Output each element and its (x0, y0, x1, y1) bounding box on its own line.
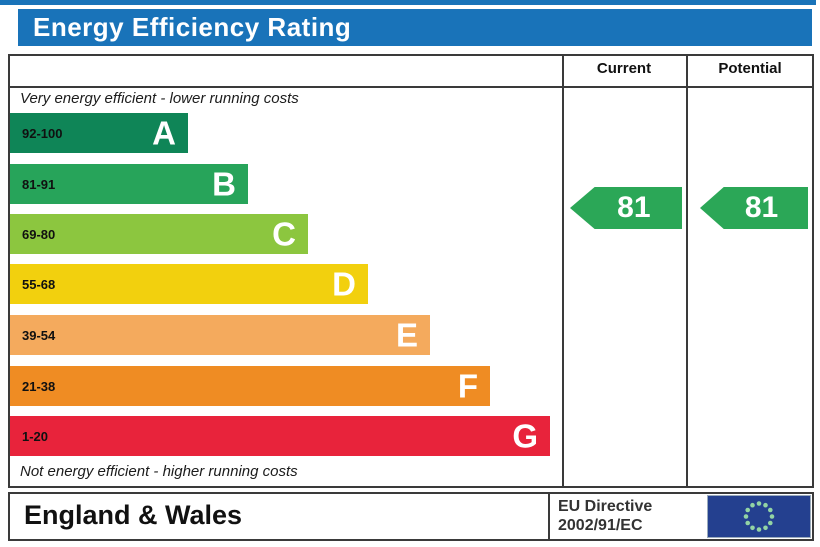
header-row-divider (8, 86, 814, 88)
footer-box (8, 492, 814, 541)
band-b-range: 81-91 (22, 176, 56, 192)
band-a-letter: A (152, 114, 176, 152)
band-d-letter: D (332, 265, 356, 303)
band-d-range: 55-68 (22, 276, 56, 292)
caption-very-efficient: Very energy efficient - lower running co… (20, 90, 299, 107)
eu-directive-label: EU Directive 2002/91/EC (558, 497, 652, 535)
band-g: 1-20 G (10, 416, 550, 456)
current-column-header: Current (596, 60, 652, 77)
region-label: England & Wales (24, 500, 243, 530)
footer-divider (548, 492, 550, 541)
eu-flag-icon (707, 495, 811, 538)
top-blue-strip (0, 0, 816, 5)
title-bar: Energy Efficiency Rating (18, 9, 812, 46)
potential-column-header: Potential (718, 60, 782, 77)
current-rating-arrow: 81 (570, 187, 682, 229)
band-f-letter: F (457, 367, 478, 405)
band-c: 69-80 C (10, 214, 308, 254)
potential-rating-arrow: 81 (700, 187, 808, 229)
band-e-letter: E (395, 316, 418, 354)
band-g-range: 1-20 (22, 428, 49, 444)
potential-column-divider (686, 54, 688, 488)
band-b-letter: B (212, 165, 236, 203)
eu-directive-line1: EU Directive (558, 498, 653, 515)
band-f-range: 21-38 (22, 378, 56, 394)
page-title: Energy Efficiency Rating (33, 12, 352, 42)
band-e: 39-54 E (10, 315, 430, 355)
band-g-letter: G (512, 417, 538, 455)
band-d: 55-68 D (10, 264, 368, 304)
band-c-letter: C (272, 215, 296, 253)
band-b: 81-91 B (10, 164, 248, 204)
caption-not-efficient: Not energy efficient - higher running co… (20, 463, 298, 480)
band-a: 92-100 A (10, 113, 188, 153)
current-column-divider (562, 54, 564, 488)
band-f: 21-38 F (10, 366, 490, 406)
current-rating-value: 81 (617, 191, 651, 224)
band-a-range: 92-100 (22, 125, 63, 141)
eu-directive-line2: 2002/91/EC (558, 517, 643, 534)
potential-rating-value: 81 (744, 191, 779, 224)
band-c-range: 69-80 (22, 226, 56, 242)
band-e-range: 39-54 (22, 327, 56, 343)
